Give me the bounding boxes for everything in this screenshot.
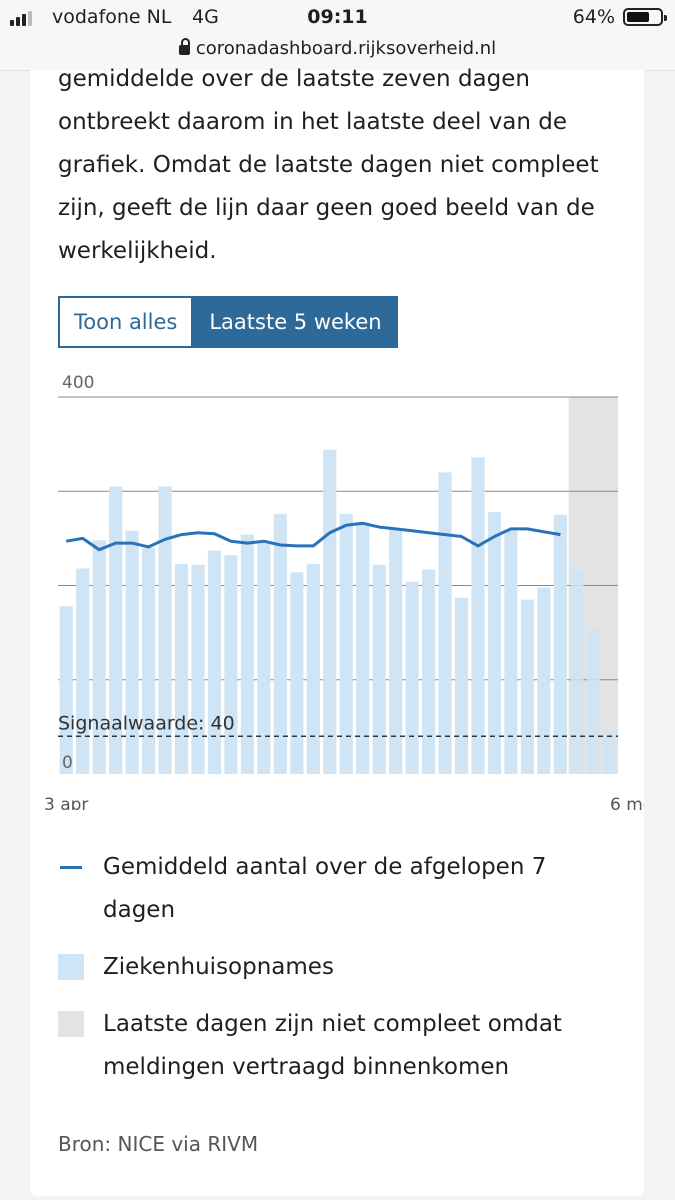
article-line: ontbreekt daarom in het laatste deel van… <box>58 109 568 135</box>
chart-legend: Gemiddeld aantal over de afgelopen 7 dag… <box>58 846 618 1103</box>
legend-item-admissions: Ziekenhuisopnames <box>58 946 618 989</box>
admissions-bar <box>372 564 386 774</box>
admissions-bar <box>471 457 485 774</box>
article-line: werkelijkheid. <box>58 238 217 264</box>
admissions-bar <box>306 563 320 774</box>
grey-swatch-icon <box>58 1011 84 1037</box>
y-tick-label: 400 <box>62 373 94 393</box>
admissions-bar <box>191 564 205 774</box>
admissions-bar <box>339 513 353 774</box>
admissions-bar <box>224 555 238 774</box>
lock-icon <box>178 38 190 55</box>
admissions-bar <box>422 569 436 774</box>
admissions-bar <box>570 570 584 774</box>
article-text: gemiddelde over de laatste zeven dagen o… <box>58 58 618 273</box>
admissions-bar <box>257 541 271 774</box>
clock: 09:11 <box>307 6 368 28</box>
admissions-bar <box>603 731 617 774</box>
admissions-bar <box>240 534 254 774</box>
admissions-bar <box>174 563 189 774</box>
admissions-bar <box>356 522 370 774</box>
y-tick-label: 0 <box>62 753 73 773</box>
line-swatch-icon <box>60 866 82 869</box>
admissions-bar <box>389 528 403 774</box>
admissions-bar <box>158 486 172 774</box>
bar-swatch-icon <box>58 954 84 980</box>
admissions-bar <box>553 514 567 774</box>
admissions-bar <box>142 547 156 774</box>
data-source: Bron: NICE via RIVM <box>58 1132 259 1156</box>
admissions-bar <box>504 530 518 774</box>
legend-label: Laatste dagen zijn niet compleet omdat m… <box>103 1011 562 1080</box>
battery-percentage: 64% <box>572 6 615 28</box>
average-line <box>65 521 561 552</box>
article-line: gemiddelde over de laatste zeven dagen <box>58 66 530 92</box>
legend-item-incomplete: Laatste dagen zijn niet compleet omdat m… <box>58 1003 618 1089</box>
admissions-bar <box>487 511 502 774</box>
url-text: coronadashboard.rijksoverheid.nl <box>195 38 497 59</box>
admissions-bar <box>438 472 452 774</box>
time-range-toggle: Toon alles Laatste 5 weken <box>58 296 398 348</box>
x-tick-label-start: 3 apr <box>44 795 88 810</box>
legend-label: Ziekenhuisopnames <box>103 954 334 980</box>
x-tick-label-end: 6 mei <box>610 795 644 810</box>
admissions-bar <box>290 572 304 774</box>
admissions-bar <box>520 599 534 774</box>
hospital-admissions-chart: Signaalwaarde: 40 400 0 3 apr 6 mei <box>44 373 644 810</box>
admissions-bar <box>405 581 419 774</box>
threshold-label: Signaalwaarde: 40 <box>58 712 235 734</box>
content-card: gemiddelde over de laatste zeven dagen o… <box>30 66 644 1196</box>
carrier-name: vodafone NL <box>52 6 172 28</box>
status-bar: vodafone NL 4G 09:11 64% <box>0 0 675 36</box>
admissions-bar <box>92 540 106 774</box>
admissions-bar <box>537 587 551 774</box>
legend-label: Gemiddeld aantal over de afgelopen 7 dag… <box>103 854 547 923</box>
admissions-bar <box>586 629 600 774</box>
admissions-bar <box>109 486 123 774</box>
admissions-bar <box>323 449 337 774</box>
signal-icon <box>10 11 32 26</box>
admissions-bar <box>454 597 469 774</box>
admissions-bar <box>207 550 222 774</box>
battery-icon <box>623 8 667 26</box>
admissions-bar <box>125 530 139 774</box>
admissions-bar <box>76 568 90 774</box>
legend-item-average: Gemiddeld aantal over de afgelopen 7 dag… <box>58 846 618 932</box>
show-all-button[interactable]: Toon alles <box>58 296 194 348</box>
admissions-bar <box>273 513 287 774</box>
admissions-bar <box>59 606 73 774</box>
last-5-weeks-button[interactable]: Laatste 5 weken <box>193 296 398 348</box>
network-type: 4G <box>192 6 219 28</box>
article-line: grafiek. Omdat de laatste dagen niet com… <box>58 152 599 178</box>
address-bar[interactable]: coronadashboard.rijksoverheid.nl <box>0 36 675 71</box>
article-line: zijn, geeft de lijn daar geen goed beeld… <box>58 195 595 221</box>
